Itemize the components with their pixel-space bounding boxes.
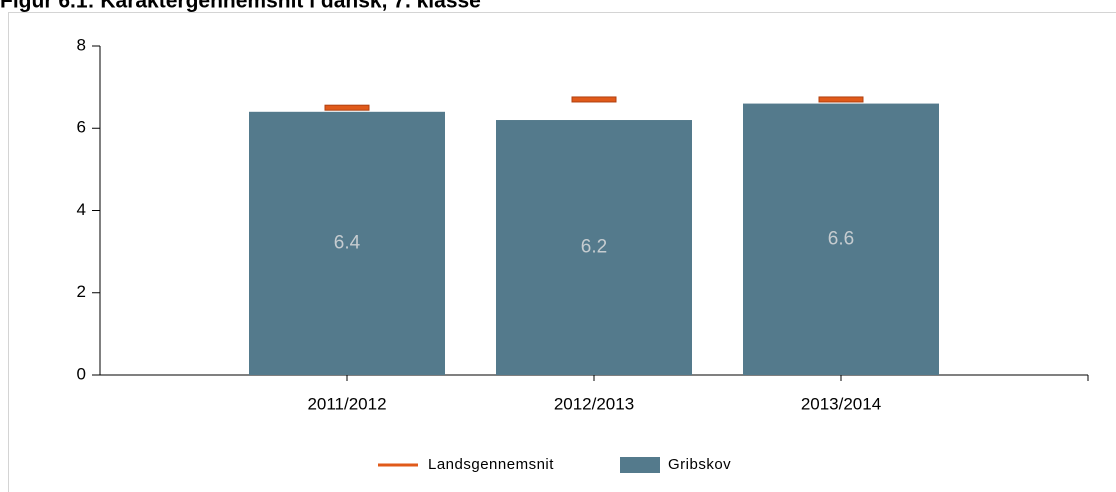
value-label: 6.4 (334, 232, 361, 253)
average-marker (571, 96, 617, 103)
x-tick-label: 2011/2012 (307, 394, 386, 413)
x-tick-label: 2013/2014 (801, 394, 881, 413)
bar (496, 120, 692, 376)
legend-label: Gribskov (668, 456, 731, 473)
chart-title: Figur 6.1: Karaktergennemsnit i dansk, 7… (0, 0, 481, 13)
y-tick-label: 8 (77, 35, 86, 54)
average-marker (324, 104, 370, 111)
y-tick-label: 0 (77, 364, 86, 383)
bar (249, 111, 445, 376)
y-tick-label: 4 (77, 200, 86, 219)
y-tick-label: 6 (77, 118, 86, 137)
x-tick-label: 2012/2013 (554, 394, 634, 413)
value-label: 6.6 (828, 228, 854, 249)
y-tick-label: 2 (77, 282, 86, 301)
legend-swatch (620, 457, 660, 473)
legend-label: Landsgennemsnit (428, 456, 554, 473)
bar (743, 103, 939, 375)
value-label: 6.2 (581, 237, 607, 258)
average-marker (818, 96, 864, 103)
